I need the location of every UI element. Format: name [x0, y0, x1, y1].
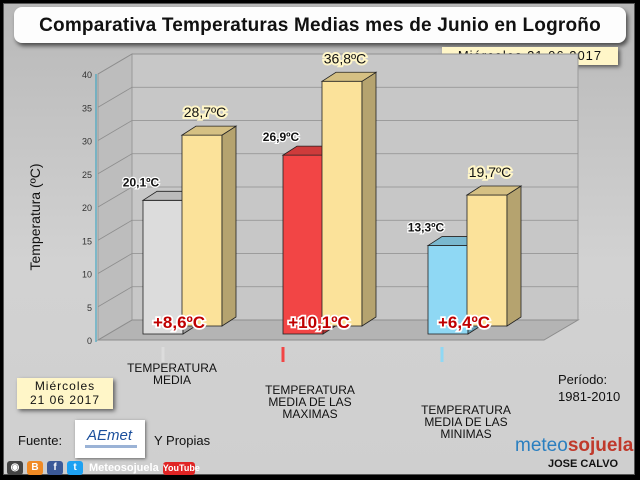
data-label-reference: 20,1ºC: [123, 175, 160, 189]
y-tick-label: 20: [82, 203, 92, 213]
category-label: TEMPERATURA: [421, 403, 511, 417]
blogger-icon[interactable]: B: [27, 461, 43, 475]
bar-reference-front: [282, 154, 324, 335]
aemet-logo: AEmet: [75, 420, 145, 458]
title-box: Comparativa Temperaturas Medias mes de J…: [14, 7, 626, 43]
source-extra: Y Propias: [154, 433, 211, 448]
gridline: [97, 86, 578, 108]
bar-2017-side: [221, 125, 237, 327]
category-label: TEMPERATURA: [127, 361, 217, 375]
date-badge-weekday: Miércoles: [34, 379, 96, 393]
y-tick-label: 5: [87, 303, 92, 313]
bar-2017-front: [466, 194, 508, 327]
brand-part2: sojuela: [567, 435, 634, 456]
category-label: MEDIA DE LAS: [268, 395, 351, 409]
bar-2017-side: [506, 185, 522, 327]
bar-reference-front: [427, 245, 469, 335]
y-tick-label: 10: [82, 270, 92, 280]
data-label-2017: 19,7ºC: [469, 164, 511, 180]
bar-2017-top: [320, 71, 378, 82]
y-tick-label: 15: [82, 236, 92, 246]
brand-logo: meteosojuela: [515, 435, 633, 457]
difference-label: +10,1ºC: [288, 313, 350, 332]
gridline: [97, 120, 578, 141]
bar-2017-top: [465, 185, 523, 196]
category-label: MINIMAS: [440, 427, 491, 441]
y-tick-label: 25: [82, 170, 92, 180]
date-badge-bottom: Miércoles 21 06 2017: [17, 378, 113, 409]
gridline: [97, 153, 578, 175]
data-label-reference: 13,3ºC: [408, 221, 445, 235]
data-label-reference: 26,9ºC: [263, 130, 300, 144]
youtube-icon[interactable]: YouTube: [162, 461, 200, 475]
category-label: MAXIMAS: [282, 407, 337, 421]
source-label: Fuente:: [18, 433, 63, 448]
aemet-logo-underline: [85, 445, 137, 448]
facebook-icon[interactable]: f: [47, 461, 63, 475]
chart-title: Comparativa Temperaturas Medias mes de J…: [39, 15, 601, 36]
bar-2017: [320, 71, 378, 327]
bar-2017: [465, 185, 523, 327]
data-label-2017: 28,7ºC: [184, 104, 226, 120]
category-label: MEDIA: [153, 373, 191, 387]
y-tick-label: 30: [82, 137, 92, 147]
camera-icon[interactable]: ◉: [7, 461, 23, 475]
aemet-logo-text: AEmet: [87, 427, 133, 444]
category-label: MEDIA DE LAS: [424, 415, 507, 429]
period-value: 1981-2010: [558, 389, 621, 404]
y-tick-label: 35: [82, 103, 92, 113]
bar-2017-front: [181, 134, 223, 327]
difference-label: +8,6ºC: [153, 313, 205, 332]
social-bar: ◉ B f t Meteosojuela YouTube: [7, 460, 200, 476]
bar-2017-side: [361, 71, 377, 327]
gridline: [97, 186, 578, 208]
category-label: TEMPERATURA: [265, 383, 355, 397]
bar-2017-top: [180, 125, 238, 136]
date-badge-date: 21 06 2017: [29, 393, 101, 407]
social-label: Meteosojuela: [89, 462, 159, 474]
period-label: Período:: [558, 372, 608, 387]
author-name: JOSE CALVO: [548, 458, 619, 470]
y-tick-label: 0: [87, 336, 92, 346]
y-tick-label: 40: [82, 70, 92, 80]
bar-2017-front: [321, 80, 363, 327]
difference-label: +6,4ºC: [438, 313, 490, 332]
gridline: [97, 219, 578, 241]
gridline: [97, 53, 578, 75]
bar-2017: [180, 125, 238, 327]
y-axis-label: Temperatura (ºC): [27, 163, 43, 270]
twitter-icon[interactable]: t: [67, 461, 83, 475]
brand-part1: meteo: [515, 435, 568, 456]
data-label-2017: 36,8ºC: [324, 50, 366, 66]
